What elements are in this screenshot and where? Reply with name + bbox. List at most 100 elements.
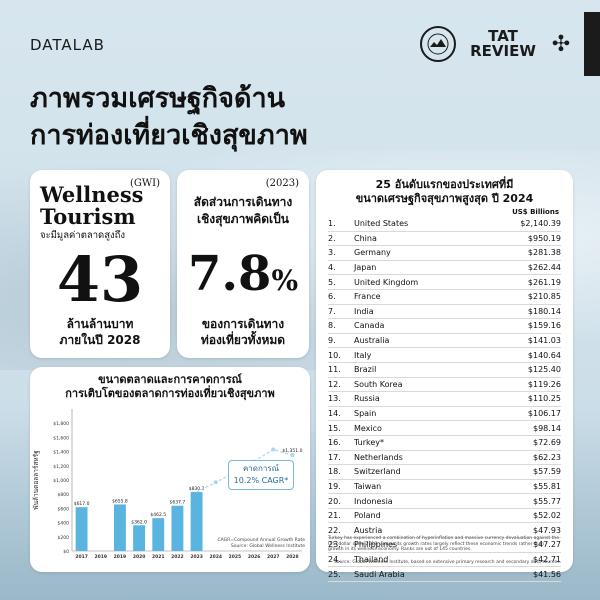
ranking-value: $106.17 xyxy=(527,409,561,419)
ranking-row: 3. Germany $281.38 xyxy=(328,246,561,261)
ranking-row: 24. Thailand $42.71 xyxy=(328,553,561,568)
ranking-country: Poland xyxy=(354,511,381,521)
ranking-rank: 10. xyxy=(328,350,341,360)
ranking-row: 4. Japan $262.44 xyxy=(328,261,561,276)
ranking-value: $98.14 xyxy=(533,423,561,433)
x-tick-label: 2020 xyxy=(133,554,146,560)
ranking-country: Japan xyxy=(354,263,377,273)
bar xyxy=(113,504,126,551)
ranking-value: $62.23 xyxy=(533,452,561,462)
ranking-value: $281.38 xyxy=(527,248,561,258)
ranking-row: 8. Canada $159.16 xyxy=(328,319,561,334)
ranking-source: Source: Global Wellness Institute, based… xyxy=(333,560,561,565)
ranking-country: India xyxy=(354,306,374,316)
ranking-list: 1. United States $2,140.39 2. China $950.19 3.… xyxy=(328,217,561,582)
ranking-value: $47.93 xyxy=(533,525,561,535)
ranking-value: $110.25 xyxy=(527,394,561,404)
ranking-value: $180.14 xyxy=(527,306,561,316)
ranking-country: Thailand xyxy=(354,554,389,564)
wellness-footer-line-2: ภายในปี 2028 xyxy=(59,333,141,347)
y-tick-label: $1,600 xyxy=(53,435,69,441)
forecast-annotation-line-1: คาดการณ์ xyxy=(242,464,280,473)
forecast-point xyxy=(290,453,295,458)
ranking-row: 12. South Korea $119.26 xyxy=(328,378,561,393)
share-value: 7.8% xyxy=(177,244,309,315)
share-footer-line-2: ท่องเที่ยวทั้งหมด xyxy=(200,333,286,347)
health-travel-share-card: (2023) สัดส่วนการเดินทาง เชิงสุขภาพคิดเป… xyxy=(177,170,309,358)
ranking-value: $47.27 xyxy=(533,540,561,550)
wellness-footer: ล้านล้านบาท ภายในปี 2028 xyxy=(30,316,170,348)
ranking-rank: 21. xyxy=(328,511,341,521)
ranking-rank: 3. xyxy=(328,248,336,258)
share-footer: ของการเดินทาง ท่องเที่ยวทั้งหมด xyxy=(177,316,309,348)
chart-title-line-1: ขนาดตลาดและการคาดการณ์ xyxy=(98,373,242,386)
bar-label: $362.0 xyxy=(131,519,147,525)
ranking-country: Italy xyxy=(354,350,372,360)
ranking-row: 14. Spain $106.17 xyxy=(328,407,561,422)
bar xyxy=(171,505,184,551)
ranking-row: 9. Australia $141.03 xyxy=(328,334,561,349)
ranking-row: 17. Netherlands $62.23 xyxy=(328,451,561,466)
ranking-country: Brazil xyxy=(354,365,377,375)
ranking-value: $125.40 xyxy=(527,365,561,375)
wellness-title: Wellness Tourism xyxy=(40,182,144,229)
ranking-rank: 7. xyxy=(328,306,336,316)
ranking-rank: 4. xyxy=(328,263,336,273)
ranking-value: $55.81 xyxy=(533,481,561,491)
y-axis-label: พันล้านดอลลาร์สหรัฐ xyxy=(32,450,40,510)
ranking-country: Turkey* xyxy=(354,438,385,448)
market-chart: พันล้านดอลลาร์สหรัฐ $0 $200 $400 $600 $800 $1,… xyxy=(32,409,303,560)
ranking-value: $140.64 xyxy=(527,350,561,360)
ranking-country: Australia xyxy=(354,336,390,346)
x-tick-label: 2021 xyxy=(152,554,165,560)
share-unit: % xyxy=(271,264,299,297)
chart-source: Source: Global Wellness Institute xyxy=(230,544,305,549)
title-line-2: การท่องเที่ยวเชิงสุขภาพ xyxy=(30,120,308,151)
x-tick-label: 2023 xyxy=(190,554,203,560)
x-tick-label: 2028 xyxy=(286,554,299,560)
ranking-country: Austria xyxy=(354,525,383,535)
ranking-row: 23. Philippines $47.27 xyxy=(328,538,561,553)
y-tick-label: $200 xyxy=(58,535,70,541)
logo-text: TAT REVIEW xyxy=(470,27,536,60)
wellness-tourism-card: (GWI) Wellness Tourism จะมีมูลค่าตลาดสูง… xyxy=(30,170,170,358)
bar xyxy=(75,507,88,551)
y-tick-label: $1,400 xyxy=(53,450,69,456)
share-footer-line-1: ของการเดินทาง xyxy=(201,317,285,331)
x-tick-label: 2026 xyxy=(248,554,261,560)
ranking-country: Canada xyxy=(354,321,385,331)
tat-review-logo: TAT REVIEW ✣ xyxy=(420,26,572,62)
ranking-row: 13. Russia $110.25 xyxy=(328,392,561,407)
flower-icon: ✣ xyxy=(551,31,571,57)
ranking-country: Switzerland xyxy=(354,467,401,477)
ranking-title: 25 อันดับแรกของประเทศที่มี ขนาดเศรษฐกิจส… xyxy=(316,178,573,206)
ranking-value: $2,140.39 xyxy=(520,219,561,229)
ranking-value: $119.26 xyxy=(527,379,561,389)
ranking-rank: 12. xyxy=(328,379,341,389)
ranking-country: Mexico xyxy=(354,423,382,433)
ranking-rank: 14. xyxy=(328,409,341,419)
y-tick-label: $600 xyxy=(58,506,70,512)
bar-label: $637.7 xyxy=(170,500,186,506)
ranking-country: Indonesia xyxy=(354,496,393,506)
ranking-value: $159.16 xyxy=(527,321,561,331)
ranking-rank: 19. xyxy=(328,481,341,491)
ranking-row: 5. United Kingdom $261.19 xyxy=(328,275,561,290)
bar xyxy=(190,492,203,551)
ranking-value: $57.59 xyxy=(533,467,561,477)
forecast-line xyxy=(196,448,293,493)
ranking-value: $210.85 xyxy=(527,292,561,302)
bar-label: $617.0 xyxy=(74,501,90,507)
ranking-rank: 22. xyxy=(328,525,341,535)
market-chart-card: ขนาดตลาดและการคาดการณ์ การเติบโตของตลาดก… xyxy=(30,367,310,572)
ranking-rank: 17. xyxy=(328,452,341,462)
ranking-rank: 11. xyxy=(328,365,341,375)
ranking-country: United States xyxy=(354,219,409,229)
title-line-1: ภาพรวมเศรษฐกิจด้าน xyxy=(30,83,286,114)
y-tick-label: $1,000 xyxy=(53,478,69,484)
y-tick-label: $1,800 xyxy=(53,421,69,427)
ranking-country: Germany xyxy=(354,248,391,258)
ranking-country: Russia xyxy=(354,394,380,404)
ranking-row: 16. Turkey* $72.69 xyxy=(328,436,561,451)
ranking-row: 15. Mexico $98.14 xyxy=(328,421,561,436)
